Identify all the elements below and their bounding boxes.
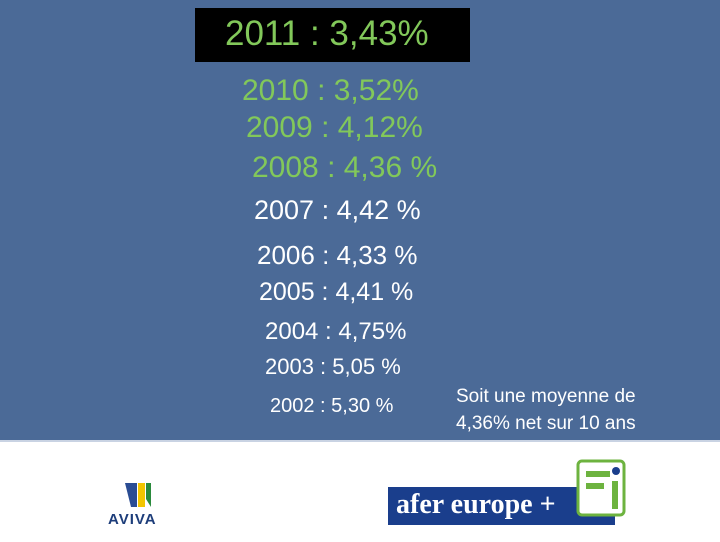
rate-row: 2004 : 4,75% [265,318,407,345]
rate-row: 2006 : 4,33 % [257,240,418,270]
rate-row: 2002 : 5,30 % [270,395,394,417]
afer-logo: afer europe + [396,489,556,520]
headline-box [195,8,470,62]
rate-row: 2005 : 4,41 % [259,278,414,306]
aviva-icon [125,483,151,507]
note-line: Soit une moyenne de [456,386,636,407]
rate-row: 2010 : 3,52% [242,74,419,107]
headline: 2011 : 3,43% [225,14,429,53]
rate-row: 2009 : 4,12% [246,111,423,144]
rate-row: 2003 : 5,05 % [265,354,401,379]
rate-row: 2007 : 4,42 % [254,195,421,225]
rate-row: 2008 : 4,36 % [252,151,438,184]
afer-icon [576,459,626,517]
aviva-logo: AVIVA [108,511,157,528]
note-line: 4,36% net sur 10 ans [456,413,636,434]
